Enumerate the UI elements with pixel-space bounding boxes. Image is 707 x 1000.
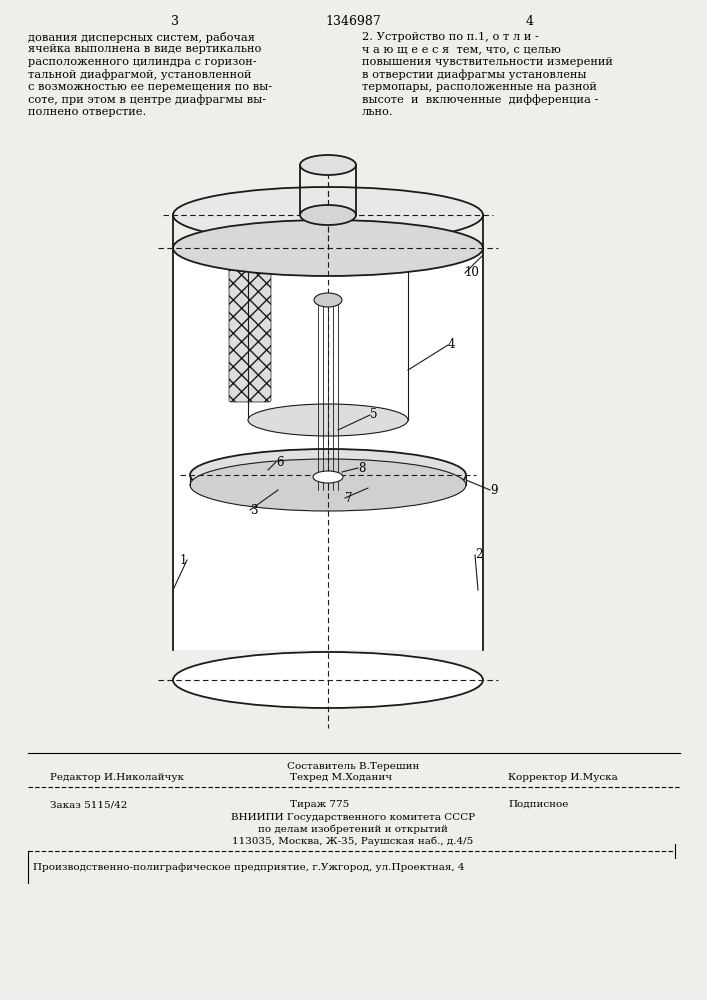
Text: Подписное: Подписное — [508, 800, 568, 809]
Text: ч а ю щ е е с я  тем, что, с целью: ч а ю щ е е с я тем, что, с целью — [362, 44, 561, 54]
Text: льно.: льно. — [362, 107, 394, 117]
Ellipse shape — [314, 293, 342, 307]
Text: дования дисперсных систем, рабочая: дования дисперсных систем, рабочая — [28, 32, 255, 43]
Text: 4: 4 — [526, 15, 534, 28]
Text: в отверстии диафрагмы установлены: в отверстии диафрагмы установлены — [362, 70, 587, 80]
Text: 8: 8 — [358, 462, 366, 475]
Text: Тираж 775: Тираж 775 — [290, 800, 349, 809]
Ellipse shape — [300, 155, 356, 175]
Text: Заказ 5115/42: Заказ 5115/42 — [50, 800, 127, 809]
Text: высоте  и  включенные  дифференциа -: высоте и включенные дифференциа - — [362, 95, 598, 105]
Text: 1346987: 1346987 — [325, 15, 381, 28]
Text: Корректор И.Муска: Корректор И.Муска — [508, 773, 618, 782]
Text: соте, при этом в центре диафрагмы вы-: соте, при этом в центре диафрагмы вы- — [28, 95, 266, 105]
Text: 1: 1 — [180, 554, 187, 566]
Text: 5: 5 — [370, 408, 378, 422]
Text: расположенного цилиндра с горизон-: расположенного цилиндра с горизон- — [28, 57, 257, 67]
Text: ВНИИПИ Государственного комитета СССР: ВНИИПИ Государственного комитета СССР — [231, 813, 475, 822]
Ellipse shape — [173, 187, 483, 243]
Bar — [173, 248, 483, 650]
Text: 2: 2 — [475, 548, 482, 562]
Text: Составитель В.Терешин: Составитель В.Терешин — [287, 762, 419, 771]
Ellipse shape — [173, 220, 483, 276]
Text: 9: 9 — [490, 484, 498, 496]
Ellipse shape — [190, 459, 466, 511]
Ellipse shape — [190, 449, 466, 501]
Text: 3: 3 — [250, 504, 257, 516]
Ellipse shape — [248, 232, 408, 264]
Text: 10: 10 — [465, 266, 480, 279]
Text: 4: 4 — [448, 338, 455, 352]
Ellipse shape — [173, 652, 483, 708]
Text: повышения чувствительности измерений: повышения чувствительности измерений — [362, 57, 613, 67]
Ellipse shape — [248, 404, 408, 436]
Text: Производственно-полиграфическое предприятие, г.Ужгород, ул.Проектная, 4: Производственно-полиграфическое предприя… — [33, 863, 464, 872]
Text: ячейка выполнена в виде вертикально: ячейка выполнена в виде вертикально — [28, 44, 262, 54]
Text: по делам изобретений и открытий: по делам изобретений и открытий — [258, 825, 448, 834]
Text: 6: 6 — [276, 456, 284, 468]
Text: 2. Устройство по п.1, о т л и -: 2. Устройство по п.1, о т л и - — [362, 32, 539, 42]
Text: 7: 7 — [345, 491, 353, 504]
Text: с возможностью ее перемещения по вы-: с возможностью ее перемещения по вы- — [28, 82, 272, 92]
Ellipse shape — [300, 205, 356, 225]
Text: Редактор И.Николайчук: Редактор И.Николайчук — [50, 773, 184, 782]
Text: 113035, Москва, Ж-35, Раушская наб., д.4/5: 113035, Москва, Ж-35, Раушская наб., д.4… — [233, 837, 474, 846]
Text: термопары, расположенные на разной: термопары, расположенные на разной — [362, 82, 597, 92]
FancyBboxPatch shape — [229, 263, 271, 402]
Ellipse shape — [313, 471, 343, 483]
Text: Техред М.Ходанич: Техред М.Ходанич — [290, 773, 392, 782]
Text: 3: 3 — [171, 15, 179, 28]
Text: тальной диафрагмой, установленной: тальной диафрагмой, установленной — [28, 70, 252, 80]
Text: полнено отверстие.: полнено отверстие. — [28, 107, 146, 117]
